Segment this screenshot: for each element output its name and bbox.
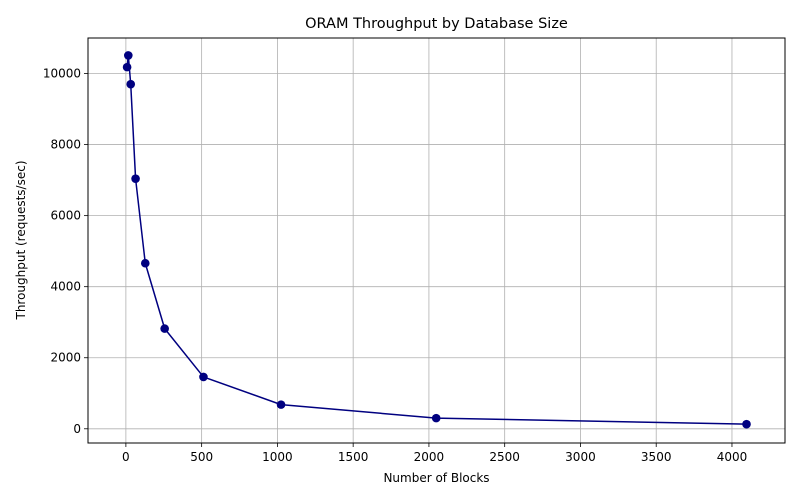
ticks: 0 500 1000 1500 2000 2500 3000 3500 4000 0 2000 400… <box>43 67 747 464</box>
data-point <box>431 413 441 423</box>
y-axis-label: Throughput (requests/sec) <box>14 160 28 320</box>
data-point <box>124 51 133 60</box>
data-point <box>742 419 751 429</box>
x-tick-label: 3500 <box>641 450 672 464</box>
x-tick-label: 0 <box>122 450 130 464</box>
y-tick-label: 6000 <box>50 209 81 223</box>
x-tick-label: 2500 <box>489 450 520 464</box>
y-tick-label: 4000 <box>50 280 81 294</box>
data-point <box>160 324 169 333</box>
plot-frame <box>87 37 786 444</box>
x-tick-label: 2000 <box>414 450 445 464</box>
x-tick-label: 1500 <box>338 450 369 464</box>
x-axis-label: Number of Blocks <box>383 471 489 485</box>
data-point <box>126 79 136 89</box>
chart-title: ORAM Throughput by Database Size <box>305 16 568 32</box>
data-point <box>276 400 286 409</box>
x-tick-label: 3000 <box>565 450 596 464</box>
x-tick-label: 1000 <box>262 450 293 464</box>
x-tick-label: 4000 <box>717 450 748 464</box>
data-point <box>140 258 150 268</box>
y-tick-label: 8000 <box>50 138 81 152</box>
y-tick-label: 0 <box>73 422 81 436</box>
data-point <box>131 174 140 183</box>
series-layer <box>122 51 751 429</box>
data-point <box>199 372 208 382</box>
data-point <box>122 62 132 72</box>
y-tick-label: 2000 <box>50 351 81 365</box>
y-tick-label: 10000 <box>43 67 81 81</box>
grid <box>88 38 785 443</box>
x-tick-label: 500 <box>190 450 213 464</box>
